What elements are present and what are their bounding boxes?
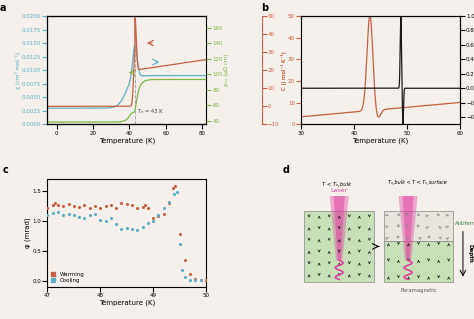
Point	[173, 190, 181, 195]
Point	[155, 213, 162, 219]
Point	[160, 211, 167, 216]
Point	[197, 278, 204, 283]
Polygon shape	[334, 196, 345, 261]
Text: a: a	[0, 3, 6, 12]
Point	[123, 226, 130, 231]
Point	[75, 214, 83, 219]
Point	[118, 227, 125, 232]
X-axis label: Temperature (K): Temperature (K)	[99, 300, 155, 306]
Point	[134, 206, 141, 211]
Text: Paramagnetic: Paramagnetic	[400, 288, 437, 293]
Point	[178, 268, 186, 273]
Point	[102, 204, 109, 209]
Point	[91, 211, 99, 216]
Text: Tₙ = 43 K: Tₙ = 43 K	[137, 108, 162, 114]
Point	[81, 215, 88, 220]
Point	[54, 209, 62, 214]
Point	[52, 200, 59, 205]
Point	[165, 199, 173, 204]
Y-axis label: ρₓₓ (μΩ cm): ρₓₓ (μΩ cm)	[224, 54, 229, 86]
Polygon shape	[330, 196, 349, 261]
Point	[160, 205, 167, 210]
Polygon shape	[399, 196, 418, 261]
Point	[44, 205, 51, 210]
Point	[169, 185, 177, 190]
Point	[144, 221, 152, 226]
Point	[171, 192, 178, 197]
Point	[112, 205, 120, 210]
Text: T < Tₙ,bulk: T < Tₙ,bulk	[321, 182, 351, 187]
Point	[81, 203, 88, 208]
Point	[59, 203, 67, 208]
Text: Laser: Laser	[331, 188, 348, 193]
Point	[191, 276, 199, 281]
Point	[165, 200, 173, 205]
X-axis label: Temperature (K): Temperature (K)	[352, 137, 409, 144]
Point	[44, 212, 51, 217]
Point	[134, 227, 141, 233]
Point	[186, 277, 194, 282]
Point	[59, 212, 67, 217]
Point	[102, 218, 109, 223]
Point	[149, 215, 157, 220]
X-axis label: Temperature (K): Temperature (K)	[99, 137, 155, 144]
Point	[128, 203, 136, 208]
Y-axis label: C (J mol⁻¹ K⁻¹): C (J mol⁻¹ K⁻¹)	[281, 51, 287, 90]
Point	[128, 226, 136, 231]
FancyBboxPatch shape	[383, 241, 454, 282]
Point	[65, 201, 73, 206]
Point	[118, 200, 125, 205]
Point	[86, 212, 93, 217]
Point	[112, 221, 120, 226]
Point	[144, 205, 152, 210]
Point	[70, 213, 78, 218]
Point	[107, 202, 115, 207]
Text: d: d	[282, 165, 289, 175]
Point	[172, 183, 179, 189]
Y-axis label: C (J mol⁻¹ K⁻¹): C (J mol⁻¹ K⁻¹)	[281, 51, 287, 90]
Point	[86, 205, 93, 210]
Text: b: b	[262, 3, 269, 12]
FancyBboxPatch shape	[383, 211, 454, 241]
Text: Antiferromagnetic: Antiferromagnetic	[455, 221, 474, 226]
Point	[141, 202, 149, 207]
Point	[97, 217, 104, 222]
Point	[181, 274, 189, 279]
Point	[123, 201, 130, 206]
Point	[65, 211, 73, 216]
Point	[202, 278, 210, 283]
Polygon shape	[402, 196, 414, 261]
Text: c: c	[3, 165, 9, 175]
Y-axis label: χ (cm³ mol⁻¹): χ (cm³ mol⁻¹)	[15, 52, 20, 89]
Point	[176, 241, 183, 246]
Text: Depth: Depth	[468, 244, 473, 263]
Point	[149, 218, 157, 223]
Legend: Warming, Cooling: Warming, Cooling	[50, 271, 85, 284]
Point	[191, 278, 199, 283]
Point	[49, 202, 56, 207]
Y-axis label: φ (mrad): φ (mrad)	[25, 218, 31, 248]
Point	[49, 211, 56, 216]
Point	[139, 224, 146, 229]
Point	[186, 271, 194, 276]
Point	[176, 232, 183, 237]
FancyBboxPatch shape	[304, 211, 374, 282]
Point	[91, 203, 99, 208]
Point	[181, 257, 189, 263]
Point	[54, 203, 62, 208]
Point	[197, 278, 204, 283]
Point	[97, 206, 104, 211]
Point	[107, 216, 115, 221]
Point	[139, 204, 146, 210]
Point	[75, 204, 83, 210]
Point	[155, 212, 162, 217]
Point	[70, 203, 78, 208]
Text: Tₙ,bulk < T < Tₙ,surface: Tₙ,bulk < T < Tₙ,surface	[388, 180, 447, 185]
